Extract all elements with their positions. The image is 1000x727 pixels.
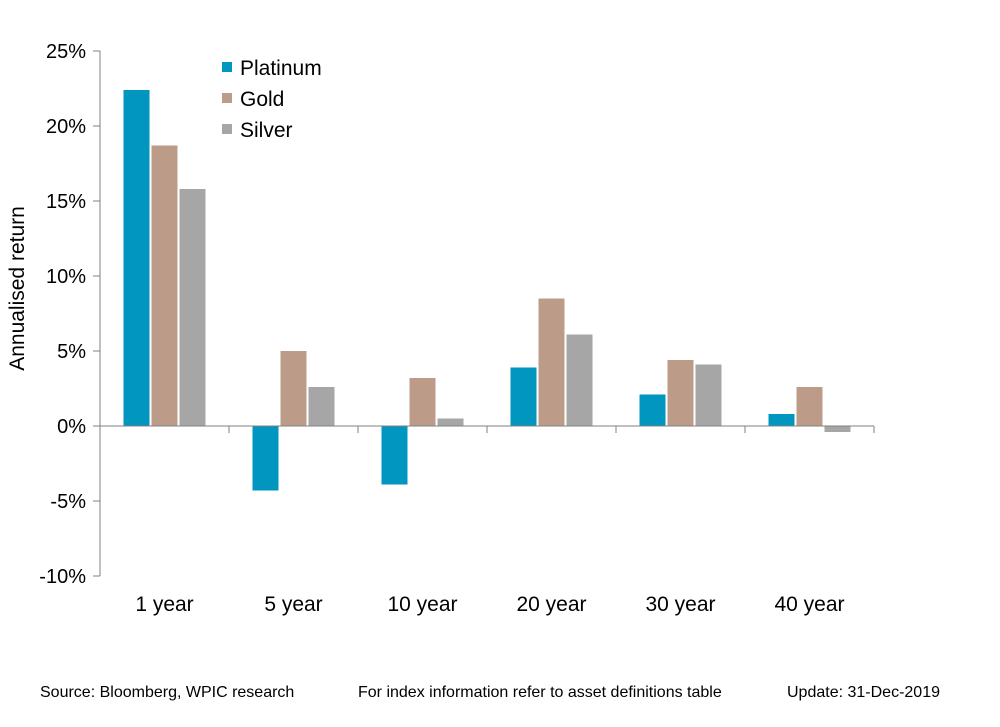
bar-platinum-40-year (768, 414, 795, 426)
y-tick-label: 0% (57, 416, 86, 438)
x-tick-label: 40 year (774, 593, 844, 616)
index-info-note: For index information refer to asset def… (358, 684, 722, 701)
bar-platinum-20-year (510, 367, 537, 426)
x-tick-label: 10 year (387, 593, 457, 616)
bar-gold-30-year (667, 360, 694, 426)
y-tick-label: -5% (50, 491, 86, 513)
bar-platinum-1-year (123, 90, 150, 426)
bar-platinum-10-year (381, 426, 408, 485)
x-tick-label: 20 year (516, 593, 586, 616)
legend-swatch-platinum (222, 62, 232, 72)
x-tick-label: 1 year (135, 593, 193, 616)
x-tick-label: 5 year (264, 593, 322, 616)
bar-silver-10-year (437, 418, 464, 426)
legend-label-gold: Gold (240, 88, 284, 111)
bar-silver-20-year (566, 334, 593, 426)
y-axis-title: Annualised return (6, 206, 29, 371)
y-tick-label: 10% (46, 266, 86, 288)
bar-gold-40-year (796, 387, 823, 426)
legend-label-platinum: Platinum (240, 57, 322, 80)
bar-silver-1-year (179, 189, 206, 426)
bar-silver-40-year (824, 426, 851, 432)
bar-platinum-5-year (252, 426, 279, 491)
bar-silver-5-year (308, 387, 335, 426)
bar-platinum-30-year (639, 394, 666, 426)
y-tick-label: -10% (39, 566, 86, 588)
y-tick-label: 5% (57, 341, 86, 363)
legend-label-silver: Silver (240, 119, 293, 142)
update-date: Update: 31-Dec-2019 (787, 684, 940, 701)
bar-silver-30-year (695, 364, 722, 426)
y-tick-label: 25% (46, 41, 86, 63)
legend-swatch-silver (222, 124, 232, 134)
source-note: Source: Bloomberg, WPIC research (40, 684, 295, 701)
y-tick-label: 20% (46, 116, 86, 138)
x-tick-label: 30 year (645, 593, 715, 616)
bar-gold-20-year (538, 298, 565, 426)
y-tick-label: 15% (46, 191, 86, 213)
bar-gold-5-year (280, 351, 307, 426)
bar-gold-1-year (151, 145, 178, 426)
bar-gold-10-year (409, 378, 436, 426)
legend-swatch-gold (222, 93, 232, 103)
